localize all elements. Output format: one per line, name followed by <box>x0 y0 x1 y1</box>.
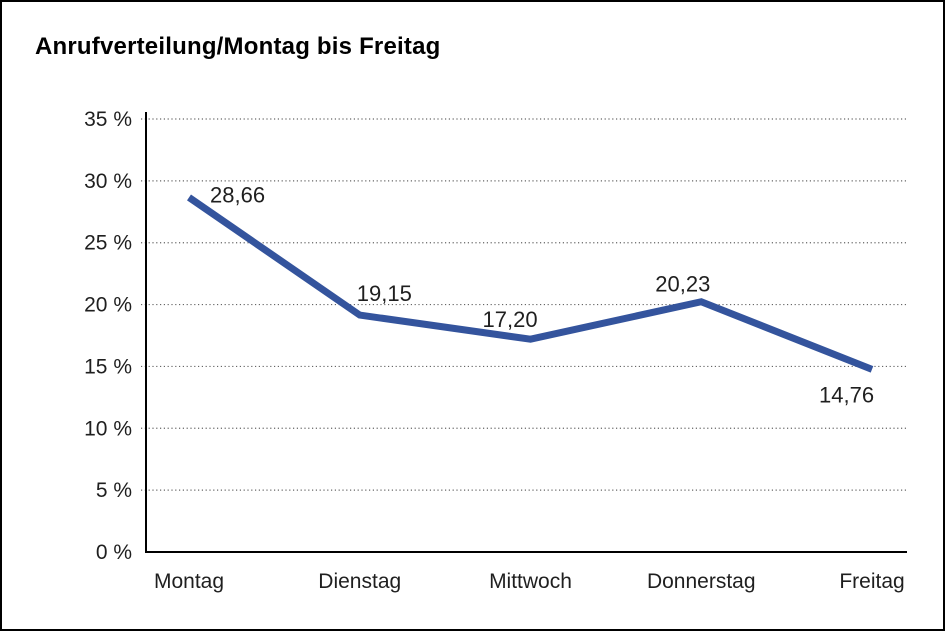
data-point-label: 20,23 <box>655 272 710 297</box>
data-point-label: 19,15 <box>357 281 412 306</box>
y-tick-label: 30 % <box>84 170 132 193</box>
chart-title: Anrufverteilung/Montag bis Freitag <box>35 33 441 60</box>
x-axis-label: Freitag <box>839 570 904 593</box>
series-line <box>187 194 874 373</box>
data-point-label: 14,76 <box>819 382 874 407</box>
x-axis-label: Montag <box>154 570 224 593</box>
y-tick-label: 0 % <box>96 541 132 564</box>
x-axis-label: Dienstag <box>318 570 401 593</box>
data-point-label: 28,66 <box>210 182 265 207</box>
data-point-label: 17,20 <box>483 307 538 332</box>
x-axis-label: Donnerstag <box>647 570 756 593</box>
y-tick-label: 10 % <box>84 417 132 440</box>
y-tick-label: 15 % <box>84 355 132 378</box>
x-axis-label: Mittwoch <box>489 570 572 593</box>
y-tick-label: 5 % <box>96 479 132 502</box>
y-tick-label: 25 % <box>84 232 132 255</box>
y-tick-label: 35 % <box>84 108 132 131</box>
y-tick-label: 20 % <box>84 294 132 317</box>
